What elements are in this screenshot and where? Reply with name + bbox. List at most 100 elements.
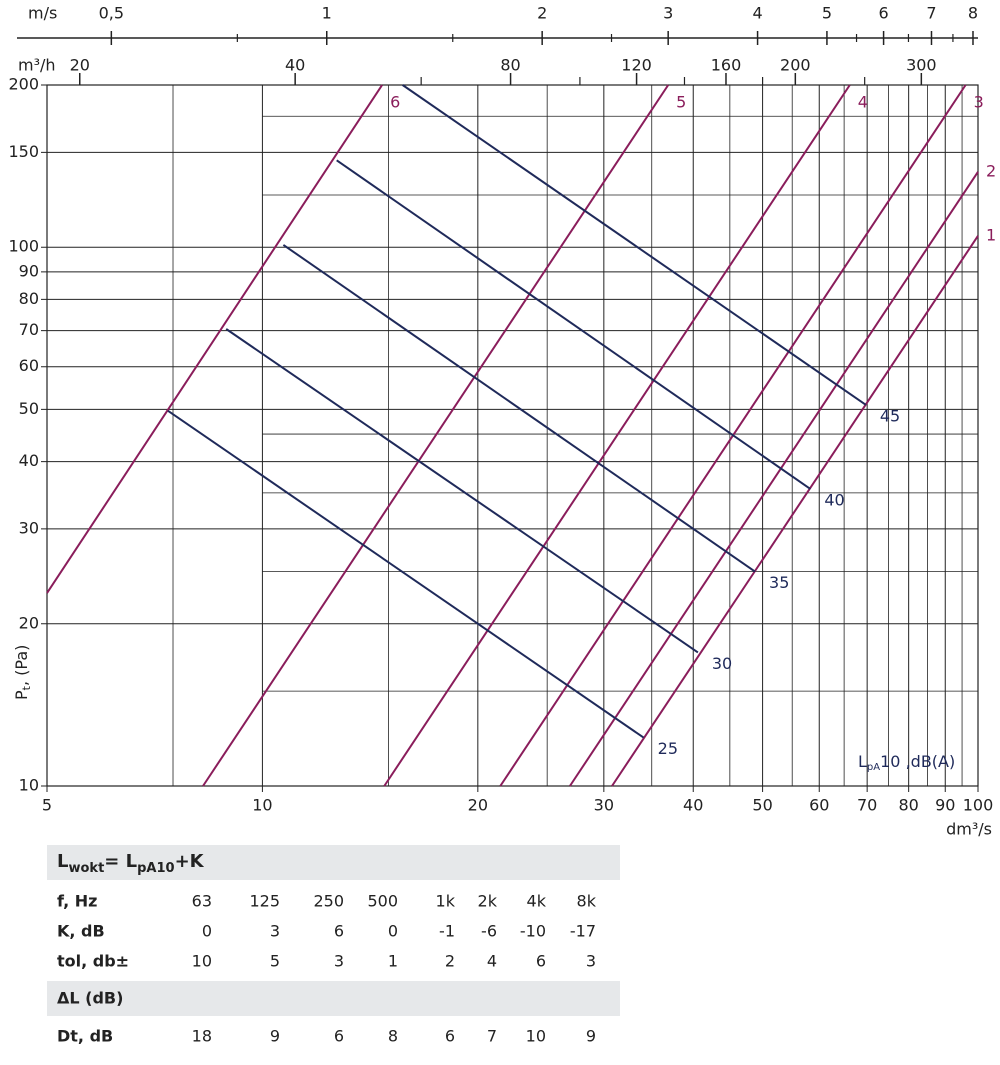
x-axis-label: dm³/s: [946, 820, 992, 839]
y-axis-label-part: , (Pa): [12, 645, 31, 686]
table-cell: 1k: [436, 892, 456, 911]
x-tick-label: 10: [252, 796, 272, 815]
top-tick-label: 1: [322, 4, 332, 23]
table-cell: 6: [536, 952, 546, 971]
top-axis-label: m³/h: [18, 56, 56, 75]
top-tick-label: 300: [906, 56, 937, 75]
table-cell: 3: [270, 922, 280, 941]
top-tick-label: 3: [663, 4, 673, 23]
formula-part: L: [57, 851, 68, 872]
table-cell: 8: [388, 1027, 398, 1046]
series-line: [383, 84, 851, 787]
top-tick-label: 0,5: [99, 4, 124, 23]
y-axis-label-sub: t: [20, 685, 33, 690]
y-tick-label: 200: [8, 75, 39, 94]
top-tick-label: 160: [711, 56, 742, 75]
top-tick-label: 5: [822, 4, 832, 23]
formula-part: pA10: [137, 861, 174, 876]
table-cell: 6: [334, 922, 344, 941]
table-cell: 18: [192, 1027, 212, 1046]
table-cell: 250: [313, 892, 344, 911]
table-cell: 7: [487, 1027, 497, 1046]
table-cell: 0: [388, 922, 398, 941]
y-tick-label: 10: [19, 776, 39, 795]
top-axis-label: m/s: [28, 4, 57, 23]
table-cell: -6: [481, 922, 497, 941]
y-tick-label: 90: [19, 261, 39, 280]
formula: Lwokt= LpA10+K: [57, 851, 205, 876]
table-cell: 4k: [527, 892, 547, 911]
row-header: Dt, dB: [57, 1027, 113, 1046]
row-header: tol, db±: [57, 952, 129, 971]
x-tick-label: 20: [468, 796, 488, 815]
x-tick-label: 100: [963, 796, 994, 815]
series-line: [402, 84, 867, 406]
x-tick-label: 60: [809, 796, 829, 815]
series-label: 25: [658, 739, 678, 758]
table-cell: 9: [586, 1027, 596, 1046]
series-label: 1: [986, 225, 996, 244]
table-cell: 2k: [478, 892, 498, 911]
annotation-sub: pA: [867, 762, 880, 773]
table-cell: 1: [388, 952, 398, 971]
x-tick-label: 30: [594, 796, 614, 815]
table-section-bar: [47, 981, 620, 1016]
annotation-part: 10 ,dB(A): [880, 752, 955, 771]
y-tick-label: 50: [19, 399, 39, 418]
top-tick-label: 2: [537, 4, 547, 23]
y-tick-label: 150: [8, 142, 39, 161]
table-cell: 10: [192, 952, 212, 971]
y-axis-label-part: P: [12, 690, 31, 700]
series-label: 6: [390, 93, 400, 112]
series-line: [202, 84, 670, 787]
top-tick-label: 6: [878, 4, 888, 23]
top-tick-label: 8: [968, 4, 978, 23]
series-label: 35: [769, 573, 789, 592]
x-tick-label: 70: [857, 796, 877, 815]
table-cell: 2: [445, 952, 455, 971]
y-tick-label: 30: [19, 518, 39, 537]
formula-part: = L: [104, 851, 137, 872]
top-tick-label: 80: [500, 56, 520, 75]
top-tick-label: 120: [621, 56, 652, 75]
series-line: [225, 328, 699, 654]
y-tick-label: 70: [19, 320, 39, 339]
section-title: ΔL (dB): [57, 989, 123, 1008]
table-cell: 4: [487, 952, 497, 971]
series-line: [167, 409, 645, 739]
unit-annotation: LpA10 ,dB(A): [858, 752, 955, 774]
y-tick-label: 20: [19, 613, 39, 632]
table-cell: 500: [367, 892, 398, 911]
series-line: [282, 244, 756, 573]
table-cell: 9: [270, 1027, 280, 1046]
top-tick-label: 200: [780, 56, 811, 75]
series-line: [611, 235, 979, 787]
series-line: [569, 171, 979, 787]
top-tick-label: 7: [926, 4, 936, 23]
formula-part: +K: [175, 851, 205, 872]
table-cell: 125: [249, 892, 280, 911]
series-line: [336, 159, 811, 490]
table-cell: -17: [570, 922, 596, 941]
y-tick-label: 80: [19, 289, 39, 308]
y-tick-label: 60: [19, 356, 39, 375]
table-header-bar: [47, 845, 620, 880]
top-tick-label: 4: [752, 4, 762, 23]
table-cell: -10: [520, 922, 546, 941]
x-tick-label: 5: [42, 796, 52, 815]
y-axis-label: Pt, (Pa): [12, 645, 34, 700]
series-label: 3: [974, 93, 984, 112]
top-tick-label: 40: [285, 56, 305, 75]
table-cell: 5: [270, 952, 280, 971]
table-cell: 0: [202, 922, 212, 941]
row-header: K, dB: [57, 922, 105, 941]
formula-part: wokt: [68, 861, 104, 876]
series-label: 2: [986, 161, 996, 180]
x-tick-label: 80: [898, 796, 918, 815]
y-tick-label: 40: [19, 451, 39, 470]
table-cell: 10: [526, 1027, 546, 1046]
series-label: 5: [676, 93, 686, 112]
series-label: 30: [712, 654, 732, 673]
table-cell: 3: [334, 952, 344, 971]
